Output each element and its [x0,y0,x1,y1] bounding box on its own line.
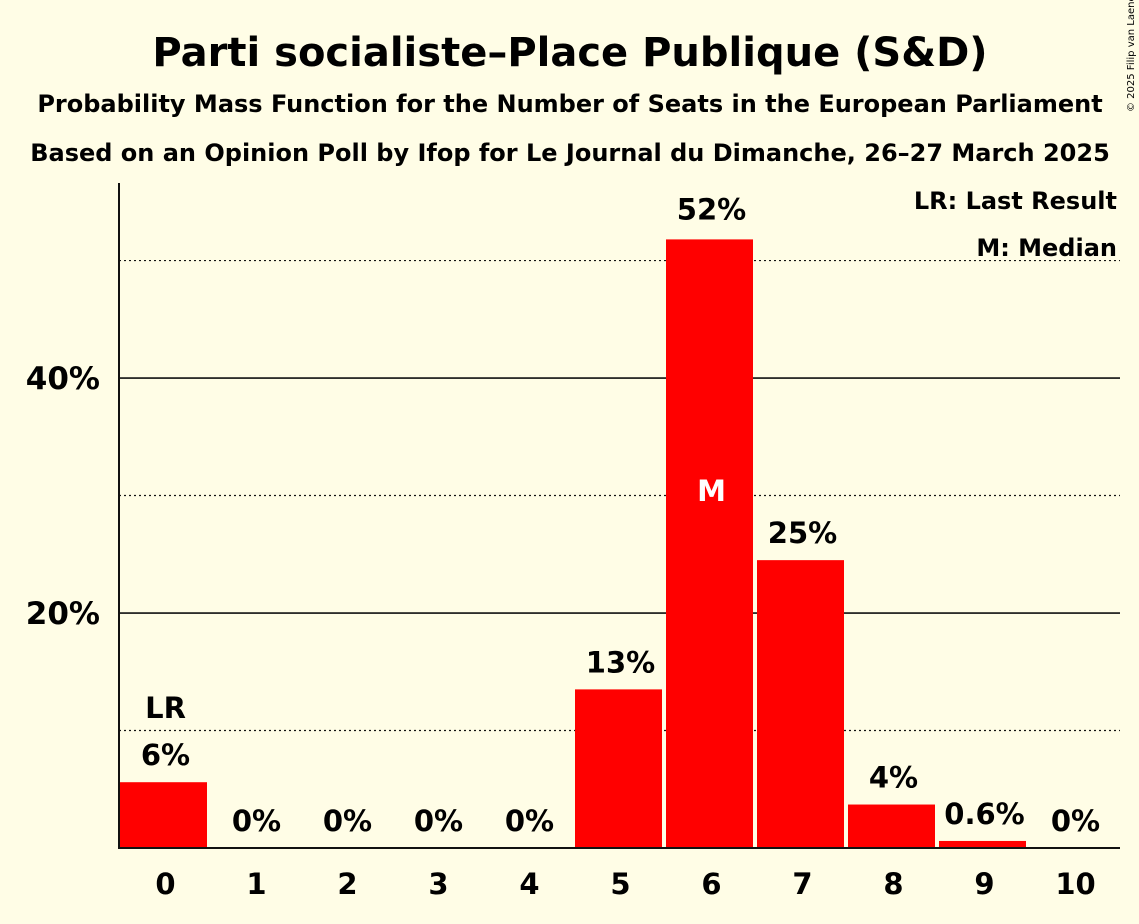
data-label: 0% [232,804,281,838]
x-tick-label: 6 [701,867,721,901]
bar [848,804,935,848]
data-label: 25% [768,516,837,550]
chart-subtitle: Probability Mass Function for the Number… [37,90,1102,118]
x-tick-label: 9 [974,867,994,901]
legend-median: M: Median [976,234,1117,262]
median-marker: M [697,474,726,508]
bars [120,239,1026,849]
last-result-marker: LR [145,691,186,725]
data-label: 0% [323,804,372,838]
data-label: 0.6% [944,797,1024,831]
x-tick-label: 2 [337,867,357,901]
x-tick-label: 4 [519,867,539,901]
legend-last-result: LR: Last Result [914,187,1117,215]
legend: LR: Last Result M: Median [914,187,1117,262]
x-tick-label: 8 [883,867,903,901]
data-label: 0% [414,804,463,838]
chart-subtitle-poll: Based on an Opinion Poll by Ifop for Le … [30,139,1110,167]
bar [575,689,662,848]
copyright-notice: © 2025 Filip van Laenen [1126,0,1137,112]
data-labels: 6% LR 0% 0% 0% 0% 13% 52% M 25% 4% 0.6% 0% [141,192,1100,838]
x-tick-label: 7 [792,867,812,901]
bar [120,782,207,848]
data-label: 13% [586,645,655,679]
data-label: 4% [869,761,918,795]
axes: 20% 40% 0 1 2 3 4 5 6 7 8 9 10 [26,183,1120,901]
bar [757,560,844,848]
x-tick-label: 5 [610,867,630,901]
bar [939,840,1026,848]
data-label: 0% [505,804,554,838]
data-label: 0% [1051,804,1100,838]
x-tick-label: 0 [155,867,175,901]
y-tick-label: 20% [26,596,100,632]
data-label: 6% [141,738,190,772]
bar [666,239,753,849]
x-tick-label: 3 [428,867,448,901]
data-label: 52% [677,192,746,226]
x-tick-label: 1 [246,867,266,901]
chart-title: Parti socialiste–Place Publique (S&D) [152,30,987,76]
y-tick-label: 40% [26,361,100,397]
x-tick-label: 10 [1055,867,1095,901]
